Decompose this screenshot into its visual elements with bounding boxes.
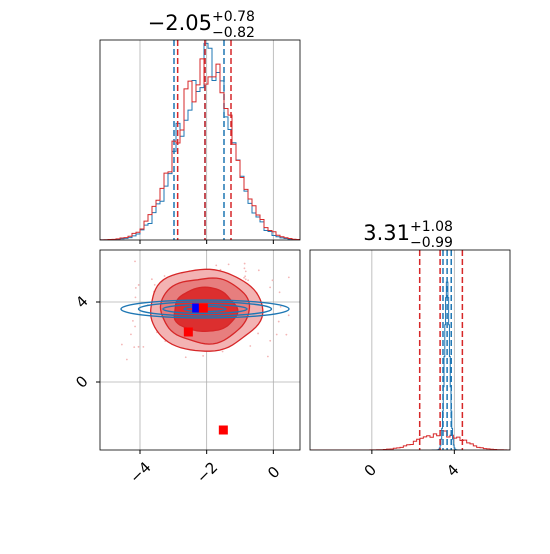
sample-point [277, 320, 280, 323]
x-tick-label: 0 [264, 463, 283, 482]
x-tick-label: 4 [443, 461, 462, 480]
sample-point [285, 333, 288, 336]
x-tick-label: −4 [126, 458, 154, 486]
histogram-red [100, 58, 300, 240]
sample-point [130, 333, 132, 336]
sample-point [244, 275, 247, 278]
sample-point [132, 319, 134, 322]
marginal-2-title-main: 3.31 [363, 221, 410, 245]
sample-point [257, 269, 260, 272]
marginal-1-title-main: −2.05 [148, 11, 212, 35]
sample-point [134, 296, 137, 299]
marginal-1-title: −2.05 [148, 11, 212, 35]
sample-point [266, 355, 269, 358]
sample-point [202, 354, 205, 357]
y-tick-label: 4 [72, 292, 91, 311]
sample-point [249, 345, 252, 347]
sample-point [244, 278, 247, 281]
marker-square [218, 425, 228, 435]
sample-point [271, 279, 274, 282]
sample-point [287, 276, 290, 279]
sample-point [243, 262, 246, 265]
sample-point [184, 356, 187, 359]
sample-point [150, 278, 153, 281]
sample-point [153, 283, 156, 286]
hist-group [100, 40, 300, 240]
x-tick-label: −2 [193, 458, 221, 486]
sample-point [278, 291, 281, 294]
sample-point [244, 270, 247, 273]
histogram-red [310, 429, 510, 450]
sample-point [142, 346, 145, 348]
sample-point [279, 305, 282, 308]
axes-frame [99, 249, 301, 451]
marker-square [192, 303, 202, 313]
sample-point [137, 284, 140, 286]
sample-point [257, 332, 259, 335]
blue-contour-1 [120, 299, 290, 319]
y-tick-label: 0 [72, 372, 91, 391]
sample-point [134, 287, 137, 289]
sample-point [137, 345, 140, 348]
blue-contour-2 [137, 301, 273, 317]
marginal-2-title-sup: +1.08 [410, 219, 453, 235]
sample-point [275, 333, 278, 336]
sample-point [269, 286, 272, 289]
x-tick-label: 0 [361, 461, 380, 480]
axes-frame [309, 249, 511, 451]
sample-point [221, 350, 224, 353]
contour-group [120, 260, 290, 435]
sample-point [243, 267, 246, 270]
marker-square [183, 327, 193, 337]
sample-point [134, 260, 136, 263]
marginal-1-title-sub: −0.82 [212, 25, 255, 41]
sample-point [215, 264, 218, 267]
sample-point [133, 346, 136, 349]
sample-point [247, 279, 250, 282]
hist-group [310, 250, 510, 450]
sample-point [269, 339, 272, 342]
marginal-2-title-sub: −0.99 [410, 235, 453, 251]
sample-point [163, 275, 166, 277]
marginal-1-title-sup: +0.78 [212, 9, 255, 25]
sample-point [227, 263, 230, 266]
joint-panel: −4 −2 0 0 4 [72, 249, 301, 487]
sample-point [125, 358, 128, 361]
axes-frame [99, 39, 301, 241]
sample-point [120, 343, 123, 346]
sample-point [243, 276, 245, 279]
sample-point [134, 325, 136, 328]
marker-square [198, 303, 208, 313]
sample-point [287, 314, 290, 317]
marginal-1-panel [99, 39, 301, 244]
